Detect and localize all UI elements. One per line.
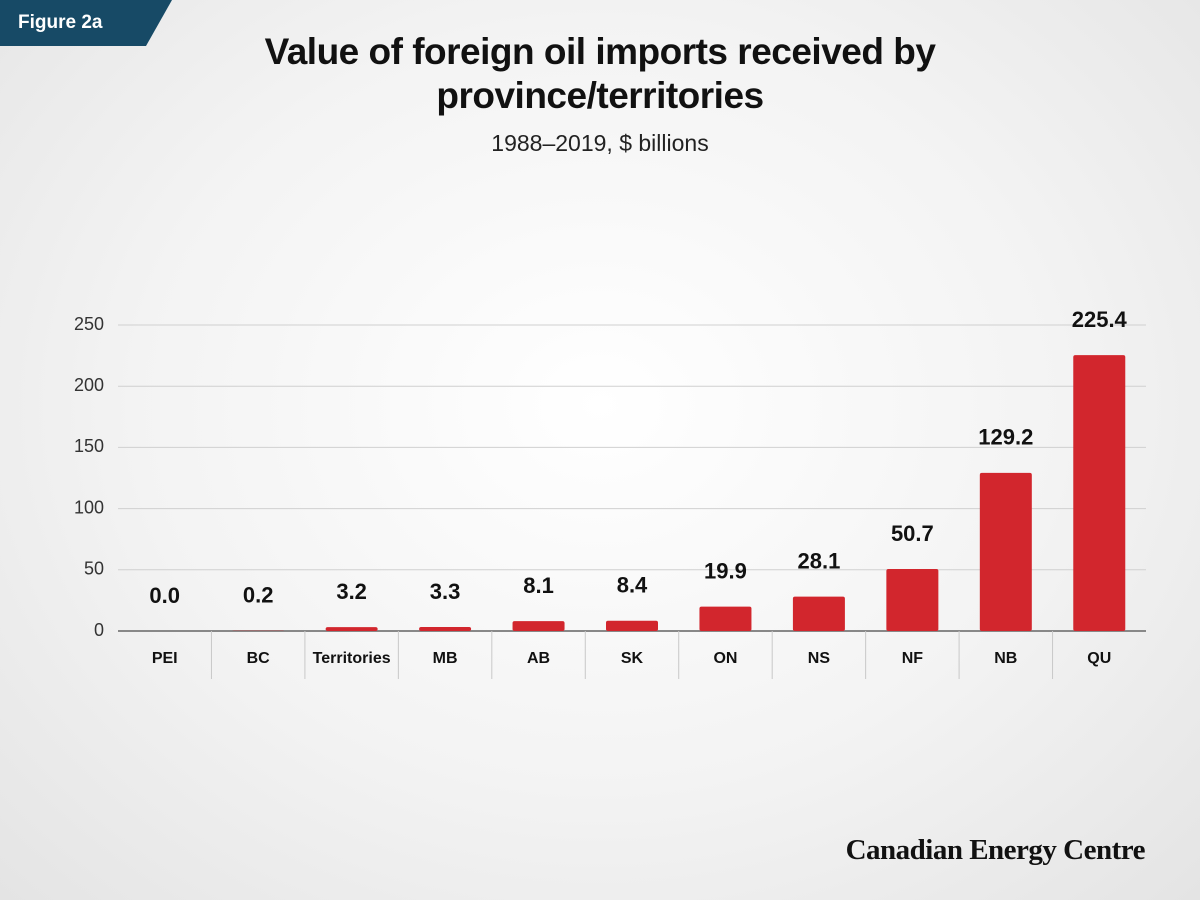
value-label: 19.9 — [704, 558, 747, 583]
x-tick-label: NF — [902, 650, 924, 667]
value-label: 225.4 — [1072, 307, 1128, 332]
x-tick-label: MB — [433, 650, 458, 667]
y-tick-label: 250 — [74, 314, 104, 334]
x-tick-label: Territories — [313, 650, 391, 667]
bar — [606, 620, 658, 631]
x-tick-label: BC — [247, 650, 271, 667]
value-label: 0.0 — [149, 583, 180, 608]
x-tick-label: PEI — [152, 650, 178, 667]
y-tick-label: 50 — [84, 559, 104, 579]
value-label: 129.2 — [978, 425, 1033, 450]
bar — [1073, 355, 1126, 631]
y-tick-label: 200 — [74, 375, 104, 395]
bar — [419, 626, 472, 631]
value-label: 8.1 — [523, 573, 554, 598]
y-tick-label: 0 — [94, 620, 104, 640]
x-tick-label: NS — [808, 650, 831, 667]
bar — [792, 596, 845, 631]
value-label: 3.2 — [336, 579, 367, 604]
badge: Figure 2a — [18, 12, 103, 33]
value-label: 50.7 — [891, 521, 934, 546]
bar — [512, 621, 565, 631]
x-tick-label: AB — [527, 650, 550, 667]
value-label: 28.1 — [797, 548, 840, 573]
bar — [886, 568, 939, 631]
x-tick-label: SK — [621, 650, 644, 667]
x-tick-label: ON — [713, 650, 737, 667]
x-tick-label: QU — [1087, 650, 1111, 667]
bar — [979, 472, 1032, 631]
bar — [699, 606, 752, 631]
value-label: 3.3 — [430, 579, 461, 604]
y-tick-label: 100 — [74, 497, 104, 517]
value-label: 0.2 — [243, 583, 274, 608]
y-tick-label: 150 — [74, 436, 104, 456]
bar — [325, 627, 378, 631]
chart-title: Value of foreign oil imports received by… — [264, 31, 936, 116]
chart-subtitle: 1988–2019, $ billions — [491, 130, 709, 156]
source: Canadian Energy Centre — [845, 834, 1146, 866]
x-tick-label: NB — [994, 650, 1017, 667]
value-label: 8.4 — [617, 573, 648, 598]
badge-shape — [0, 0, 172, 46]
